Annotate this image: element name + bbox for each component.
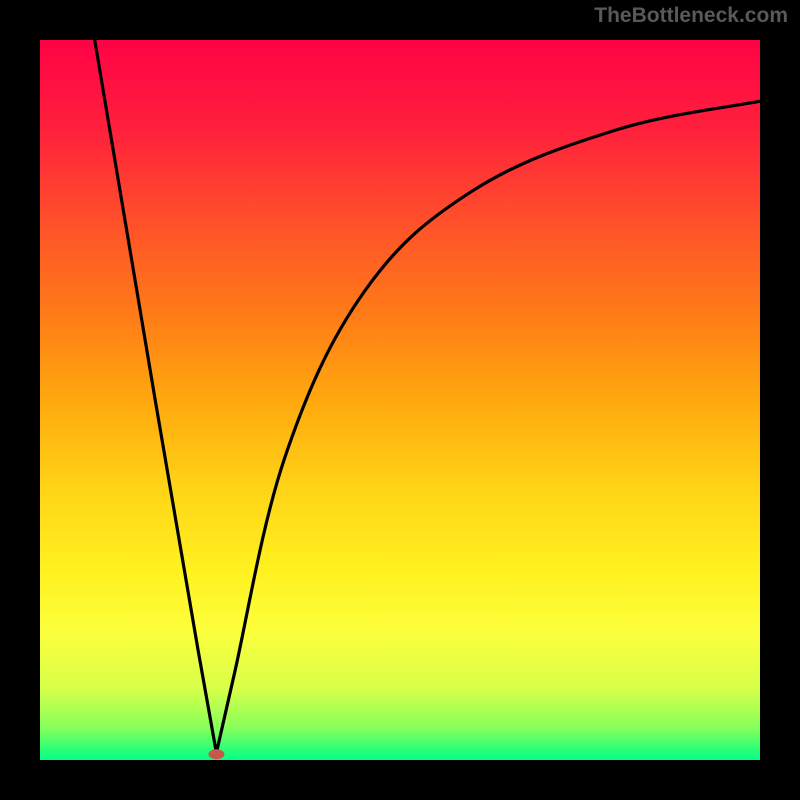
minimum-marker — [208, 749, 224, 759]
watermark-text: TheBottleneck.com — [594, 4, 788, 28]
bottleneck-chart: TheBottleneck.com — [0, 0, 800, 800]
chart-svg — [0, 0, 800, 800]
plot-area — [40, 40, 760, 760]
